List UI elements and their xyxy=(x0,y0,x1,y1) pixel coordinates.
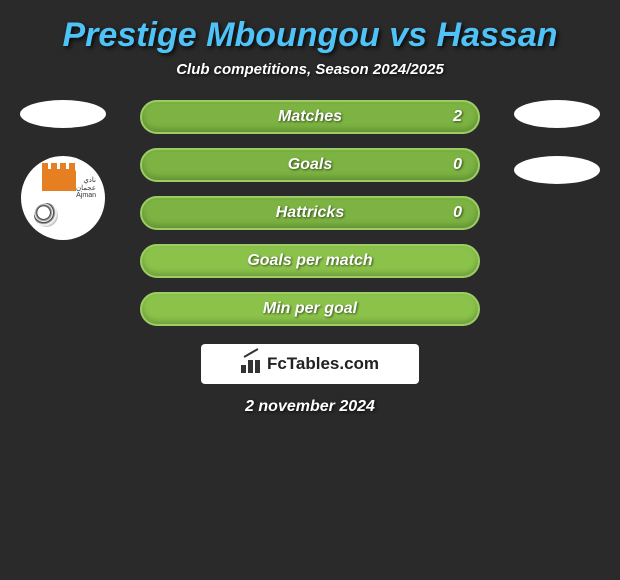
stat-label: Goals xyxy=(288,156,332,174)
club-logo-icon: ناديعجمانAjman xyxy=(28,163,98,233)
comparison-panel: Prestige Mboungou vs Hassan Club competi… xyxy=(0,0,620,416)
chart-icon xyxy=(241,355,263,373)
stat-bar-goals: Goals 0 xyxy=(140,148,480,182)
stat-label: Min per goal xyxy=(263,300,357,318)
club-badge-left: ناديعجمانAjman xyxy=(21,156,105,240)
stat-value: 2 xyxy=(453,108,462,126)
stat-label: Goals per match xyxy=(247,252,372,270)
stat-bar-min-per-goal: Min per goal xyxy=(140,292,480,326)
brand-text: FcTables.com xyxy=(267,354,379,374)
stat-value: 0 xyxy=(453,156,462,174)
player-badge-left xyxy=(20,100,106,128)
footer-area: FcTables.com 2 november 2024 xyxy=(0,344,620,416)
player-badge-right-1 xyxy=(514,100,600,128)
page-title: Prestige Mboungou vs Hassan xyxy=(0,0,620,61)
stat-label: Matches xyxy=(278,108,342,126)
main-area: ناديعجمانAjman Matches 2 Goals 0 Hattric… xyxy=(0,100,620,416)
stat-value: 0 xyxy=(453,204,462,222)
stats-column: Matches 2 Goals 0 Hattricks 0 Goals per … xyxy=(140,100,480,326)
stat-bar-goals-per-match: Goals per match xyxy=(140,244,480,278)
player-badge-right-2 xyxy=(514,156,600,184)
stat-label: Hattricks xyxy=(276,204,344,222)
brand-box[interactable]: FcTables.com xyxy=(201,344,419,384)
date-text: 2 november 2024 xyxy=(245,398,375,416)
left-badges: ناديعجمانAjman xyxy=(18,100,108,240)
stat-bar-matches: Matches 2 xyxy=(140,100,480,134)
subtitle: Club competitions, Season 2024/2025 xyxy=(0,61,620,100)
right-badges xyxy=(512,100,602,184)
stat-bar-hattricks: Hattricks 0 xyxy=(140,196,480,230)
